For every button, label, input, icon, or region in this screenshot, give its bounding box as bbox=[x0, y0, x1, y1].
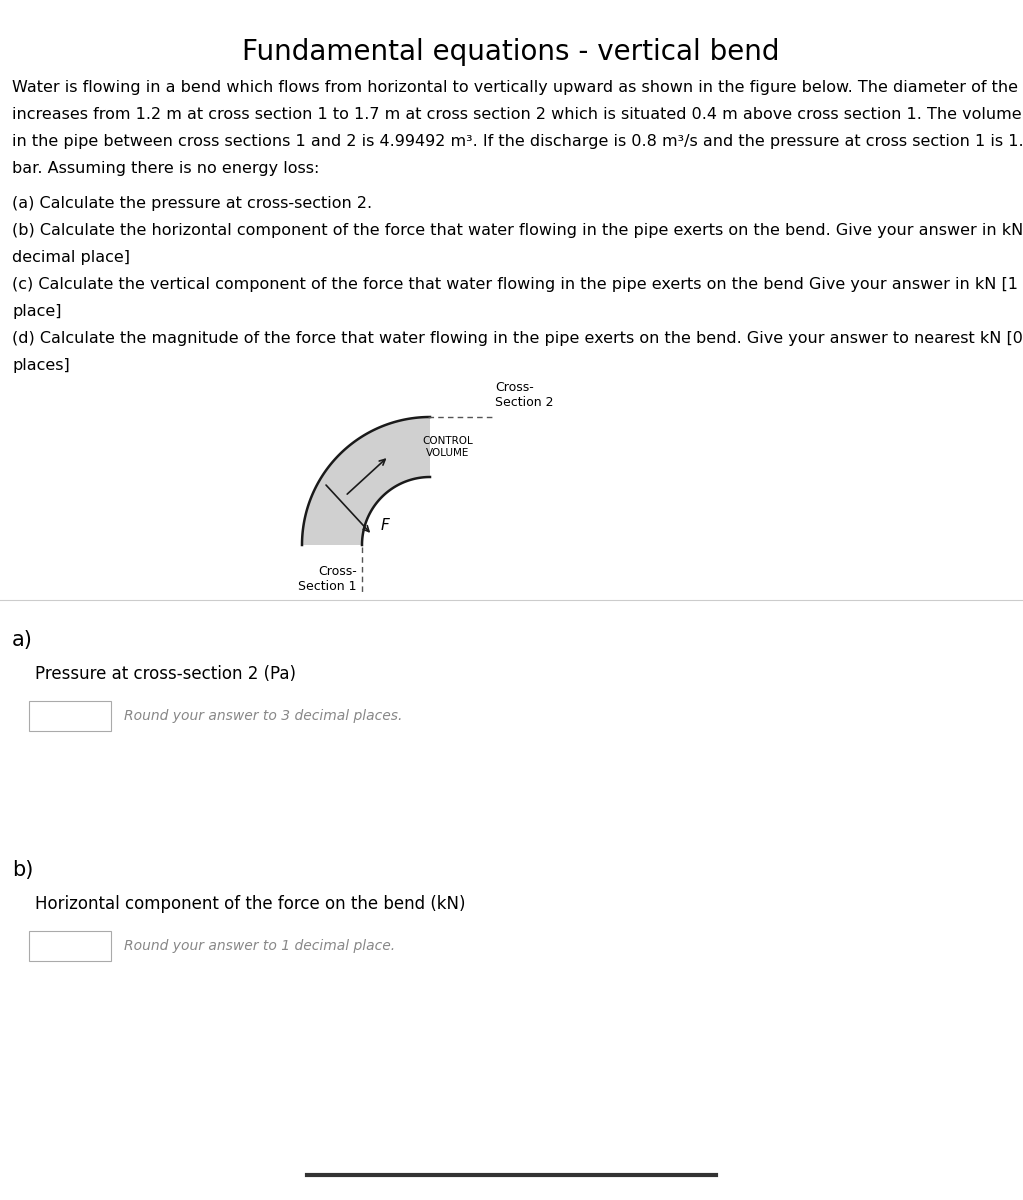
Text: places]: places] bbox=[12, 358, 70, 373]
Text: Horizontal component of the force on the bend (kN): Horizontal component of the force on the… bbox=[35, 895, 465, 913]
Text: Cross-
Section 2: Cross- Section 2 bbox=[495, 382, 553, 409]
Text: (a) Calculate the pressure at cross-section 2.: (a) Calculate the pressure at cross-sect… bbox=[12, 196, 372, 211]
FancyBboxPatch shape bbox=[29, 701, 112, 731]
Text: bar. Assuming there is no energy loss:: bar. Assuming there is no energy loss: bbox=[12, 161, 319, 176]
FancyBboxPatch shape bbox=[29, 931, 112, 961]
Text: (c) Calculate the vertical component of the force that water flowing in the pipe: (c) Calculate the vertical component of … bbox=[12, 277, 1023, 292]
Text: Round your answer to 1 decimal place.: Round your answer to 1 decimal place. bbox=[124, 938, 395, 953]
Text: place]: place] bbox=[12, 304, 61, 319]
Text: Fundamental equations - vertical bend: Fundamental equations - vertical bend bbox=[242, 38, 780, 66]
Text: Round your answer to 3 decimal places.: Round your answer to 3 decimal places. bbox=[124, 709, 402, 722]
Text: (d) Calculate the magnitude of the force that water flowing in the pipe exerts o: (d) Calculate the magnitude of the force… bbox=[12, 331, 1023, 346]
Text: Cross-
Section 1: Cross- Section 1 bbox=[299, 565, 357, 593]
Text: increases from 1.2 m at cross section 1 to 1.7 m at cross section 2 which is sit: increases from 1.2 m at cross section 1 … bbox=[12, 107, 1023, 122]
Text: CONTROL
VOLUME: CONTROL VOLUME bbox=[422, 437, 474, 457]
Text: b): b) bbox=[12, 860, 34, 880]
Text: (b) Calculate the horizontal component of the force that water flowing in the pi: (b) Calculate the horizontal component o… bbox=[12, 223, 1023, 238]
Text: a): a) bbox=[12, 630, 33, 650]
Text: Pressure at cross-section 2 (Pa): Pressure at cross-section 2 (Pa) bbox=[35, 665, 296, 683]
Text: Water is flowing in a bend which flows from horizontal to vertically upward as s: Water is flowing in a bend which flows f… bbox=[12, 80, 1023, 95]
Polygon shape bbox=[302, 416, 430, 545]
Text: in the pipe between cross sections 1 and 2 is 4.99492 m³. If the discharge is 0.: in the pipe between cross sections 1 and… bbox=[12, 134, 1023, 149]
Text: decimal place]: decimal place] bbox=[12, 250, 130, 265]
Text: F: F bbox=[381, 517, 389, 533]
